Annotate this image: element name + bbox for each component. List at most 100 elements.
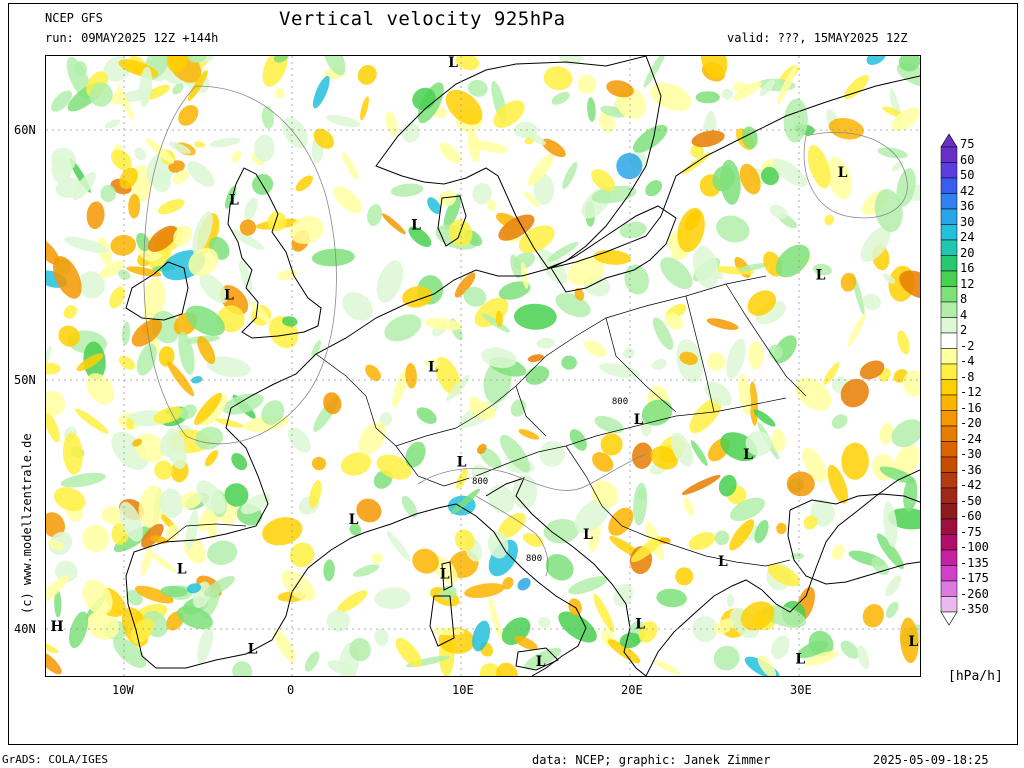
low-pressure-marker: L [411,217,421,233]
velocity-blob [538,617,551,628]
velocity-blob [230,229,265,250]
velocity-blob [374,628,389,646]
velocity-blob [670,432,694,467]
velocity-blob [665,312,684,330]
low-pressure-marker: L [428,360,438,376]
legend-level-label: 42 [960,183,975,198]
velocity-blob [118,355,135,370]
velocity-blob [903,477,918,512]
model-name: NCEP GFS [45,11,103,25]
velocity-blob [374,587,411,609]
velocity-blob [132,438,143,447]
velocity-blob [689,397,722,434]
velocity-blob [172,170,189,184]
velocity-blob [718,474,737,497]
velocity-blob [891,419,920,448]
velocity-blob [261,400,285,425]
velocity-blob [261,105,275,129]
velocity-blob [111,149,132,171]
legend-swatch [940,363,958,380]
velocity-blob [732,81,763,101]
low-pressure-marker: L [349,512,359,528]
velocity-blob [342,152,359,181]
velocity-blob [797,640,829,659]
velocity-blob [173,225,192,247]
velocity-blob [357,65,377,85]
velocity-blob [197,623,214,665]
velocity-blob [898,56,920,72]
velocity-blob [481,347,517,369]
velocity-blob [498,214,535,241]
legend-swatch [940,410,958,427]
velocity-blob [775,244,810,278]
velocity-blob [681,475,721,495]
velocity-blob [844,74,869,100]
velocity-blob [194,392,223,426]
legend-level-label: -260 [960,586,989,601]
low-pressure-marker: L [718,554,728,570]
velocity-blob [874,188,903,233]
velocity-blob [862,604,885,628]
legend-swatch [940,456,958,473]
velocity-blob [356,498,382,523]
velocity-blob [349,523,362,536]
velocity-blob [757,655,776,676]
coastline-aegean [645,469,920,676]
velocity-blob [771,635,790,660]
velocity-blob [528,153,555,187]
velocity-blob [847,313,866,347]
contour-value-label: 800 [526,554,542,564]
velocity-blob [323,559,335,582]
contour-value-label: 800 [472,477,488,487]
coastline-baltic [550,205,677,293]
velocity-blob [46,345,52,371]
velocity-blob [496,662,519,676]
velocity-blob [231,452,248,471]
velocity-blob [445,89,483,125]
velocity-blob [568,576,608,595]
legend-swatch [940,596,958,613]
legend-level-label: -24 [960,431,982,446]
coastline-corsica [441,561,453,591]
velocity-blob [89,82,113,107]
velocity-blob [313,128,334,149]
velocity-blob [376,454,412,480]
velocity-blob [574,498,610,533]
velocity-blob [215,418,244,428]
velocity-blob [147,225,178,252]
velocity-blob [812,263,832,276]
velocity-blob [631,536,664,563]
pressure-markers: LLLLLLLLLLLLLLLLLLLLLH [50,56,918,670]
legend-level-label: -100 [960,540,989,554]
velocity-blob [204,575,235,597]
velocity-blob [559,56,583,65]
velocity-blob [77,271,105,299]
low-pressure-marker: L [838,165,848,181]
velocity-blob [390,183,424,197]
velocity-blob [726,338,746,379]
velocity-blob [408,226,432,247]
legend-level-label: 20 [960,245,975,260]
coastline-denmark [437,195,467,247]
velocity-blob [739,163,761,195]
velocity-blob [584,340,607,358]
velocity-blob [50,147,77,173]
velocity-blob [289,216,324,245]
velocity-blob [63,305,77,319]
velocity-blob [206,356,251,378]
velocity-blob [641,399,673,426]
velocity-blob [892,107,920,131]
velocity-blob [522,533,544,547]
velocity-blob [327,660,355,675]
legend-level-label: 8 [960,292,968,306]
velocity-blob [438,190,457,207]
high-pressure-marker: H [50,619,63,635]
velocity-blob [311,456,327,471]
velocity-blob [158,346,175,367]
velocity-blob [803,515,818,530]
velocity-blob [624,264,650,295]
legend-swatch [940,146,958,163]
velocity-blob [776,522,787,535]
velocity-blob [165,427,187,470]
